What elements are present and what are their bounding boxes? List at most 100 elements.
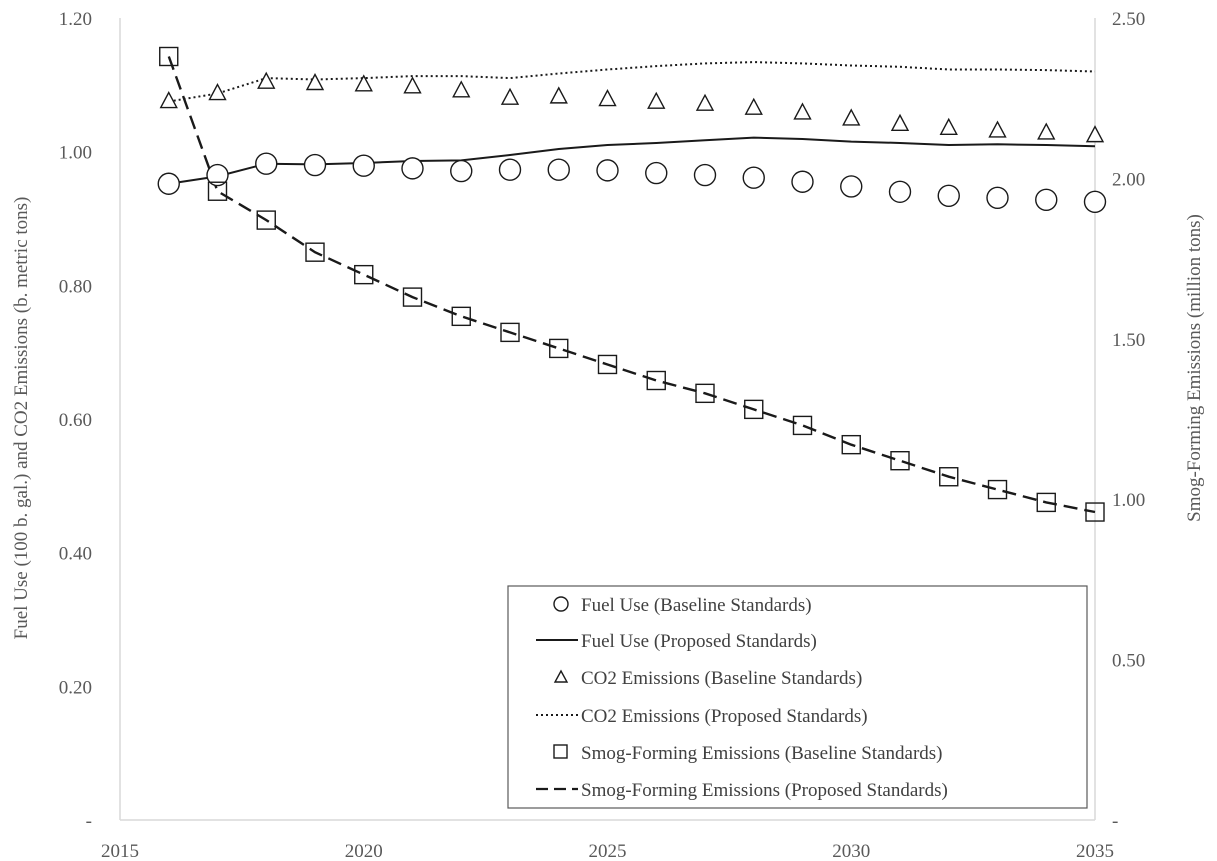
triangle-marker [890, 113, 910, 131]
triangle-marker [500, 87, 520, 105]
square-marker [402, 287, 423, 307]
circle-marker [693, 163, 717, 187]
circle-marker [401, 157, 424, 180]
legend-item-fuel-proposed: Fuel Use (Proposed Standards) [536, 631, 817, 652]
y-tick-label-right: - [1112, 811, 1118, 832]
y-tick-label-left: 1.00 [59, 143, 92, 164]
triangle-marker [452, 80, 471, 98]
triangle-marker [793, 102, 812, 120]
circle-marker [791, 170, 814, 193]
circle-marker [937, 184, 960, 207]
legend-item-co2-proposed: CO2 Emissions (Proposed Standards) [536, 706, 868, 727]
triangle-marker [598, 89, 617, 107]
y-axis-title-right: Smog-Forming Emissions (million tons) [1184, 214, 1205, 522]
triangle-marker [208, 83, 227, 101]
square-marker [987, 479, 1008, 500]
triangle-marker [695, 93, 715, 111]
legend-label: Fuel Use (Baseline Standards) [581, 595, 812, 616]
y-tick-label-left: - [86, 811, 92, 832]
square-marker [890, 451, 910, 471]
circle-marker [255, 152, 278, 175]
circle-marker [498, 158, 522, 181]
legend-label: CO2 Emissions (Baseline Standards) [581, 668, 862, 689]
triangle-marker [939, 117, 958, 135]
legend-item-smog-proposed: Smog-Forming Emissions (Proposed Standar… [536, 780, 948, 801]
circle-marker [1083, 190, 1107, 213]
square-marker [159, 46, 179, 67]
square-marker [451, 306, 471, 327]
legend-label: Smog-Forming Emissions (Baseline Standar… [581, 743, 943, 764]
y-tick-label-right: 1.50 [1112, 330, 1145, 351]
triangle-marker [549, 86, 568, 104]
triangle-marker [305, 73, 325, 91]
series-markers-0 [157, 152, 1107, 213]
y-tick-label-left: 0.80 [59, 276, 92, 297]
square-marker [1036, 492, 1056, 513]
triangle-marker [257, 71, 276, 89]
x-tick-label: 2035 [1076, 841, 1114, 861]
legend-item-smog-baseline: Smog-Forming Emissions (Baseline Standar… [553, 743, 943, 764]
circle-marker [450, 159, 473, 183]
triangle-marker [403, 76, 422, 94]
triangle-marker [1085, 125, 1105, 143]
square-marker [939, 467, 959, 487]
legend-triangle-marker [553, 669, 569, 683]
y-tick-label-right: 2.00 [1112, 169, 1145, 190]
y-axis-title-left: Fuel Use (100 b. gal.) and CO2 Emissions… [11, 197, 32, 640]
circle-marker [742, 166, 765, 189]
legend-label: Smog-Forming Emissions (Proposed Standar… [581, 780, 948, 801]
square-marker [744, 399, 764, 420]
y-tick-label-left: 0.20 [59, 677, 92, 698]
y-tick-label-left: 0.40 [59, 544, 92, 565]
legend-circle-marker [553, 596, 569, 612]
x-tick-label: 2025 [589, 841, 627, 861]
series-markers-4 [159, 46, 1105, 522]
square-marker [841, 434, 861, 455]
square-marker [1085, 502, 1105, 522]
legend-label: CO2 Emissions (Proposed Standards) [581, 706, 868, 727]
legend-box [507, 585, 1088, 809]
square-marker [500, 322, 520, 343]
square-marker [354, 264, 374, 285]
triangle-marker [744, 97, 763, 115]
plot-area [157, 46, 1107, 522]
legend-square-marker [553, 744, 568, 759]
triangle-marker [842, 108, 861, 126]
circle-marker [303, 153, 327, 177]
circle-marker [596, 159, 619, 182]
legend: Fuel Use (Baseline Standards) Fuel Use (… [507, 585, 1088, 809]
circle-marker [645, 161, 668, 185]
circle-marker [888, 180, 912, 203]
legend-item-co2-baseline: CO2 Emissions (Baseline Standards) [553, 668, 862, 689]
triangle-marker [159, 91, 178, 109]
circle-marker [986, 186, 1009, 209]
series-line-5 [167, 56, 1096, 514]
legend-item-fuel-baseline: Fuel Use (Baseline Standards) [553, 595, 812, 616]
square-marker [695, 383, 715, 404]
square-marker [207, 181, 228, 201]
axes: - 0.20 0.40 0.60 0.80 1.00 1.20 - 0.50 1.00 1.50 2.… [59, 9, 1146, 861]
triangle-marker [988, 120, 1007, 138]
circle-marker [206, 163, 229, 187]
circle-marker [547, 158, 570, 181]
legend-label: Fuel Use (Proposed Standards) [581, 631, 817, 652]
circle-marker [352, 154, 375, 177]
y-tick-label-right: 0.50 [1112, 651, 1145, 672]
x-tick-label: 2015 [101, 841, 139, 861]
square-marker [792, 415, 813, 436]
y-tick-label-left: 0.60 [59, 410, 92, 431]
triangle-marker [647, 91, 666, 109]
series-markers-2 [159, 71, 1105, 143]
square-marker [256, 210, 276, 230]
circle-marker [1035, 188, 1058, 211]
square-marker [549, 338, 569, 359]
circle-marker [840, 175, 863, 198]
y-tick-label-left: 1.20 [59, 9, 92, 30]
x-tick-label: 2020 [345, 841, 383, 861]
square-marker [305, 242, 325, 262]
series-line-3 [168, 61, 1096, 103]
triangle-marker [354, 74, 373, 92]
circle-marker [157, 172, 180, 195]
triangle-marker [1037, 122, 1056, 140]
